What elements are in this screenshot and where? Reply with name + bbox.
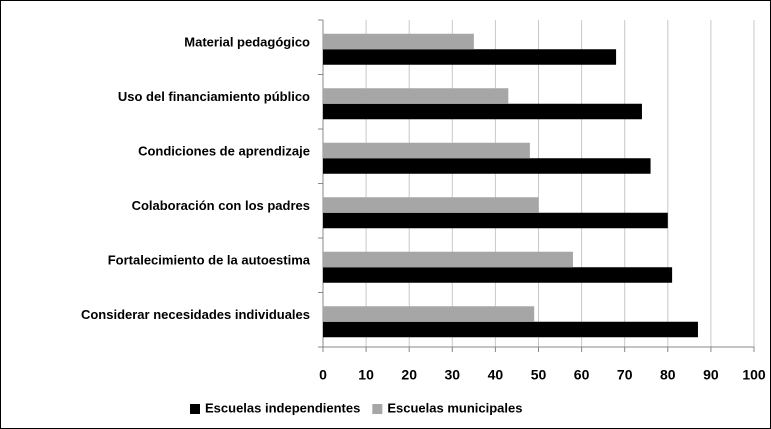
bar	[323, 321, 698, 338]
x-tick-label: 0	[319, 367, 327, 383]
bar	[323, 142, 530, 159]
bar	[323, 33, 474, 50]
bar	[323, 267, 673, 283]
bar	[323, 212, 668, 229]
x-tick-label: 30	[445, 367, 461, 383]
bar	[323, 158, 651, 174]
x-tick-label: 90	[703, 367, 719, 383]
bar	[323, 88, 509, 104]
y-tick-label: Condiciones de aprendizaje	[138, 144, 310, 159]
legend-label: Escuelas independientes	[205, 400, 360, 415]
x-tick-label: 60	[574, 367, 590, 383]
y-tick-label: Considerar necesidades individuales	[81, 307, 310, 322]
bar	[323, 103, 642, 120]
bar	[323, 49, 617, 65]
x-tick-label: 20	[401, 367, 417, 383]
legend-label: Escuelas municipales	[387, 400, 522, 415]
y-tick-label: Uso del financiamiento público	[118, 89, 310, 104]
x-tick-label: 80	[660, 367, 676, 383]
x-tick-label: 100	[742, 367, 766, 383]
bar	[323, 197, 539, 213]
y-tick-label: Colaboración con los padres	[132, 198, 310, 213]
x-tick-label: 70	[617, 367, 633, 383]
bar	[323, 306, 535, 322]
y-tick-label: Material pedagógico	[184, 35, 310, 50]
legend-swatch	[372, 404, 383, 414]
x-tick-label: 40	[488, 367, 504, 383]
x-tick-label: 10	[358, 367, 374, 383]
bar	[323, 251, 573, 268]
y-tick-label: Fortalecimiento de la autoestima	[108, 253, 311, 268]
legend-swatch	[190, 404, 200, 414]
x-tick-label: 50	[531, 367, 547, 383]
